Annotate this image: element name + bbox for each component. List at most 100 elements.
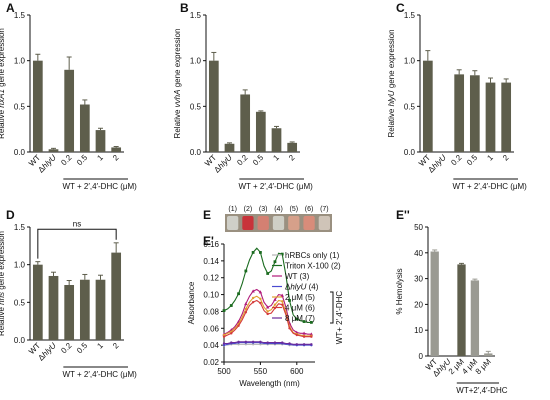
panel-C: C 0.0 0.5 1.0 1.5 Relative hlyU gene expressi… <box>387 1 527 191</box>
series-point <box>302 343 306 346</box>
series-point <box>281 300 284 303</box>
x-tick-label: 0.2 <box>59 341 74 356</box>
y-tick-label: 0.16 <box>203 240 219 249</box>
series-point <box>259 340 262 343</box>
series-point <box>309 320 313 324</box>
x-tick-label: ΔhlyU <box>212 153 234 175</box>
legend-entry: WT (3) <box>285 272 310 281</box>
series-point <box>281 341 284 344</box>
bar <box>485 82 496 152</box>
bar <box>271 128 282 152</box>
series-point <box>251 296 255 300</box>
series-point <box>273 303 277 306</box>
y-tick-label: 30 <box>414 275 423 284</box>
series-point <box>244 269 248 273</box>
series-point <box>288 342 291 345</box>
tube <box>227 216 239 230</box>
series-point <box>266 312 269 316</box>
series-point <box>259 343 262 346</box>
x-tick-label: 0.5 <box>465 153 480 168</box>
series-point <box>281 303 284 306</box>
y-tick-label: 20 <box>414 300 423 309</box>
y-tick-label: 0.0 <box>190 148 202 157</box>
series-point <box>266 310 269 313</box>
series-point <box>237 343 240 346</box>
y-axis-label: Relative hlyU gene expression <box>387 29 396 137</box>
series-point <box>259 297 262 300</box>
group-label: WT + 2′,4′-DHC (μM) <box>238 182 313 191</box>
y-tick-label: 0.5 <box>190 102 202 111</box>
x-tick-label: 2 <box>287 153 297 163</box>
series-point <box>310 343 313 346</box>
y-tick-label: 1.0 <box>14 261 26 270</box>
series-point <box>266 341 269 344</box>
tube <box>288 216 300 230</box>
y-tick-label: 0.10 <box>203 291 219 300</box>
series-point <box>244 343 248 346</box>
panel-D: D 0.0 0.5 1.0 1.5 Relative hns gene expressio… <box>0 208 137 379</box>
series-point <box>266 272 270 275</box>
series-point <box>237 324 240 327</box>
series-point <box>273 297 277 301</box>
y-tick-label: 0.5 <box>14 298 26 307</box>
y-tick-label: 0.0 <box>14 148 26 157</box>
series-point <box>244 307 248 311</box>
panel-B: B 0.0 0.5 1.0 1.5 Relative vvhA gene expressi… <box>173 1 313 191</box>
series-point <box>251 251 255 254</box>
bar <box>79 104 90 152</box>
x-tick-label: 0.2 <box>59 153 74 168</box>
legend-entry: ΔhlyU (4) <box>285 283 319 292</box>
group-label: WT+2′,4′-DHC <box>456 386 507 395</box>
bar <box>501 82 512 152</box>
y-tick-label: 1.0 <box>14 57 26 66</box>
series-point <box>302 335 306 338</box>
panel-letter: A <box>6 1 15 15</box>
series-point <box>273 341 277 344</box>
y-tick-label: 0.06 <box>203 324 219 333</box>
bar <box>95 279 106 340</box>
y-tick-label: 1.5 <box>404 11 416 20</box>
y-tick-label: 0.02 <box>203 358 219 367</box>
y-tick-label: 0.12 <box>203 274 219 283</box>
series-point <box>309 332 314 336</box>
bar <box>457 264 466 356</box>
series-point <box>265 305 270 309</box>
bar <box>454 74 465 152</box>
series-point <box>244 302 248 306</box>
panel-letter: E <box>203 208 211 222</box>
bar <box>240 94 251 152</box>
x-tick-label: 2 <box>111 153 121 163</box>
series-point <box>222 343 226 347</box>
series-point <box>295 343 298 346</box>
x-tick-label: 550 <box>254 367 268 376</box>
y-tick-label: 0.08 <box>203 307 219 316</box>
series-point <box>230 341 233 344</box>
legend-entry: 8 μM (7) <box>285 314 315 323</box>
series-point <box>222 342 226 345</box>
panel-letter: B <box>180 1 189 15</box>
panel-letter: C <box>396 1 405 15</box>
y-axis-label: Absorbance <box>187 281 196 324</box>
x-tick-label: 0.2 <box>235 153 250 168</box>
y-axis-label: Relative vvhA gene expression <box>173 29 182 139</box>
bar <box>422 60 433 152</box>
y-tick-label: 1.5 <box>14 223 26 232</box>
series-point <box>230 332 233 335</box>
tube <box>272 216 285 230</box>
y-tick-label: 1.0 <box>190 57 202 66</box>
tube-label: (6) <box>305 206 314 213</box>
series-point <box>302 320 306 323</box>
tube <box>303 216 315 230</box>
legend-bracket-label: WT+ 2′,4′-DHC <box>335 291 344 345</box>
y-tick-label: 10 <box>414 326 423 335</box>
bar <box>484 353 493 356</box>
bar <box>32 60 43 152</box>
series-point <box>244 311 248 314</box>
series-point <box>259 251 262 254</box>
x-tick-label: 0.5 <box>251 153 266 168</box>
y-tick-label: 1.5 <box>190 11 202 20</box>
x-tick-label: 1 <box>485 153 495 163</box>
legend-entry: 2 μM (5) <box>285 293 315 302</box>
x-tick-label: 1 <box>95 153 105 163</box>
